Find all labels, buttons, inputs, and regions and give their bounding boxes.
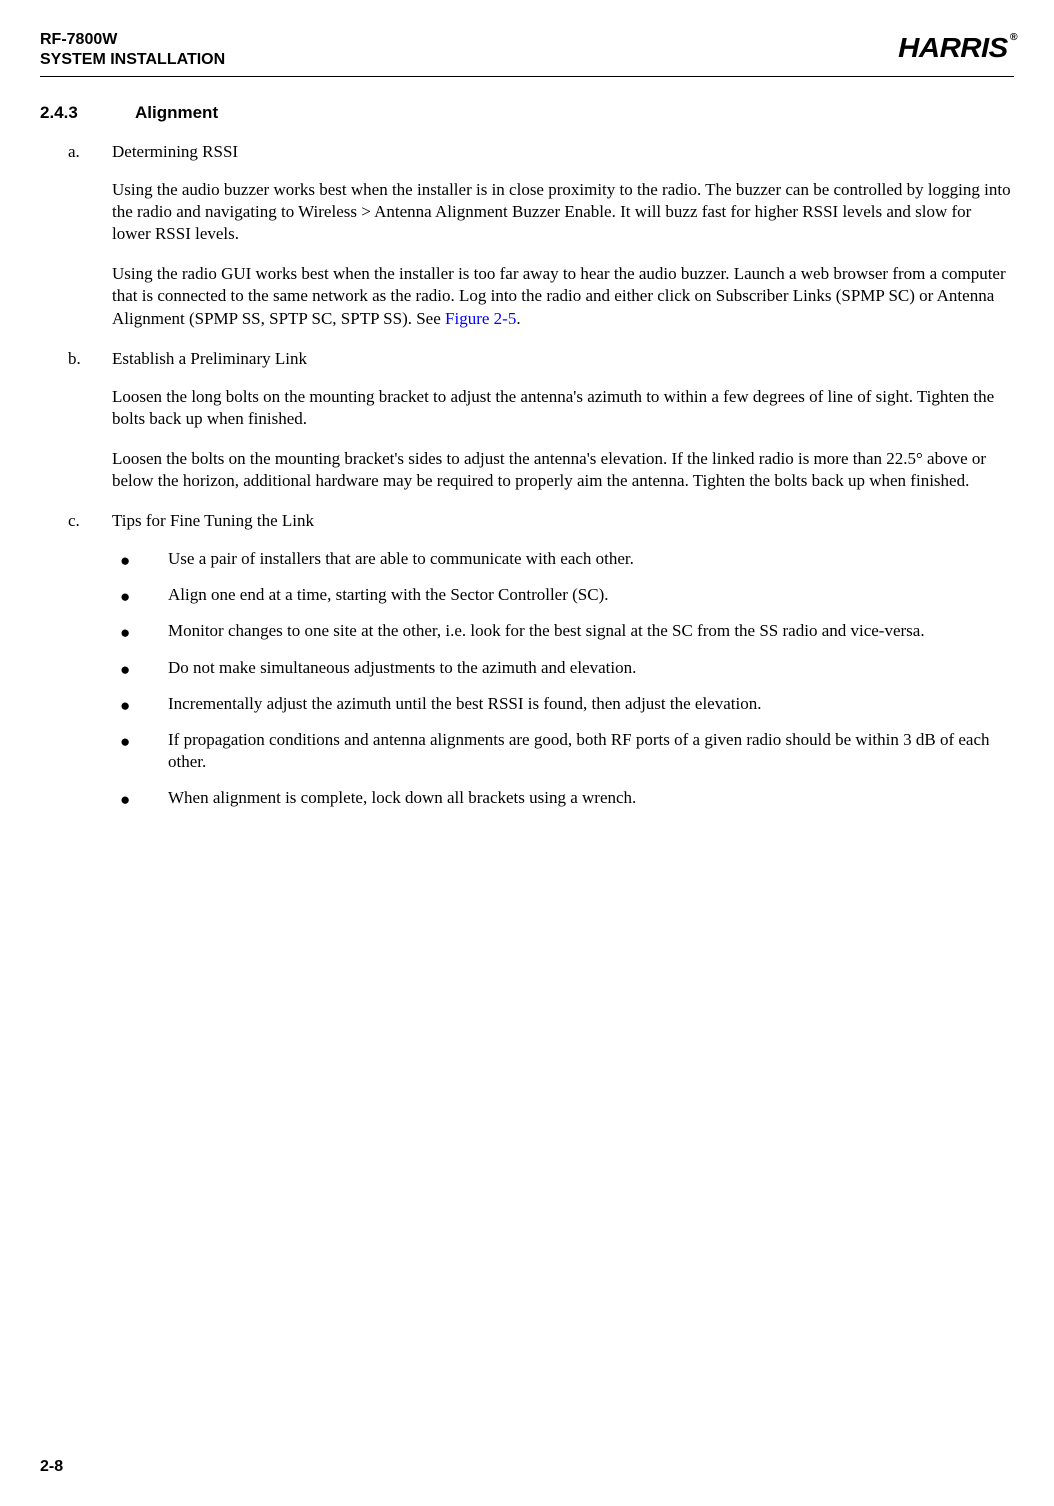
paragraph: Using the radio GUI works best when the … [112, 263, 1014, 329]
text-run: . [516, 309, 520, 328]
bullet-text: Align one end at a time, starting with t… [168, 584, 1014, 606]
item-title: Tips for Fine Tuning the Link [112, 510, 1014, 532]
product-name: RF-7800W [40, 30, 225, 50]
bullet-icon: ● [112, 787, 168, 809]
bullet-icon: ● [112, 729, 168, 773]
brand-logo: HARRIS® [898, 32, 1017, 64]
paragraph: Loosen the long bolts on the mounting br… [112, 386, 1014, 430]
section-heading: 2.4.3Alignment [40, 103, 1014, 123]
figure-link[interactable]: Figure 2-5 [445, 309, 516, 328]
bullet-item: ● When alignment is complete, lock down … [112, 787, 1014, 809]
list-item-b: b. Establish a Preliminary Link [68, 348, 1014, 370]
paragraph: Loosen the bolts on the mounting bracket… [112, 448, 1014, 492]
item-title: Determining RSSI [112, 141, 1014, 163]
bullet-icon: ● [112, 657, 168, 679]
bullet-item: ● Incrementally adjust the azimuth until… [112, 693, 1014, 715]
item-marker: a. [68, 141, 112, 163]
bullet-item: ● Do not make simultaneous adjustments t… [112, 657, 1014, 679]
bullet-text: Incrementally adjust the azimuth until t… [168, 693, 1014, 715]
content-body: a. Determining RSSI Using the audio buzz… [40, 141, 1014, 809]
section-title: Alignment [135, 103, 218, 122]
bullet-icon: ● [112, 693, 168, 715]
brand-text: HARRIS [898, 32, 1008, 63]
bullet-text: Use a pair of installers that are able t… [168, 548, 1014, 570]
page: RF-7800W SYSTEM INSTALLATION HARRIS® 2.4… [0, 0, 1054, 1506]
bullet-text: Monitor changes to one site at the other… [168, 620, 1014, 642]
paragraph: Using the audio buzzer works best when t… [112, 179, 1014, 245]
bullet-item: ● Monitor changes to one site at the oth… [112, 620, 1014, 642]
bullet-icon: ● [112, 584, 168, 606]
page-number: 2-8 [40, 1458, 63, 1476]
list-item-c: c. Tips for Fine Tuning the Link [68, 510, 1014, 532]
text-run: Using the radio GUI works best when the … [112, 264, 1006, 327]
registered-mark: ® [1010, 32, 1017, 43]
item-title: Establish a Preliminary Link [112, 348, 1014, 370]
bullet-item: ● Align one end at a time, starting with… [112, 584, 1014, 606]
list-item-a: a. Determining RSSI [68, 141, 1014, 163]
bullet-item: ● If propagation conditions and antenna … [112, 729, 1014, 773]
bullet-text: When alignment is complete, lock down al… [168, 787, 1014, 809]
bullet-text: Do not make simultaneous adjustments to … [168, 657, 1014, 679]
bullet-icon: ● [112, 620, 168, 642]
item-marker: b. [68, 348, 112, 370]
item-marker: c. [68, 510, 112, 532]
bullet-item: ● Use a pair of installers that are able… [112, 548, 1014, 570]
header-subtitle: SYSTEM INSTALLATION [40, 50, 225, 70]
header-left: RF-7800W SYSTEM INSTALLATION [40, 30, 225, 70]
bullet-text: If propagation conditions and antenna al… [168, 729, 1014, 773]
bullet-icon: ● [112, 548, 168, 570]
page-header: RF-7800W SYSTEM INSTALLATION HARRIS® [40, 30, 1014, 77]
section-number: 2.4.3 [40, 103, 135, 123]
